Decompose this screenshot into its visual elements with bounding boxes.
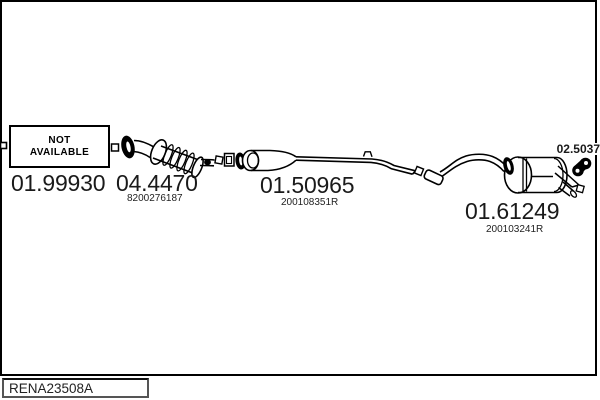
- front-flange-drawing: [110, 135, 135, 159]
- part-number-middle-muffler: 01.50965: [260, 172, 355, 198]
- frame-node-square: [0, 141, 8, 150]
- rear-muffler-drawing: [503, 156, 568, 194]
- coupling-sleeve: [423, 169, 444, 186]
- oem-ref-rear-muffler: 200103241R: [486, 224, 544, 235]
- tailpipe-drawing: [554, 165, 585, 198]
- rear-inlet-seal-ring: [503, 157, 514, 175]
- oem-ref-middle-muffler: 200108351R: [281, 197, 339, 208]
- middle-muffler-drawing: [223, 149, 297, 172]
- clamp-bolt-square: [413, 165, 425, 177]
- diagram-code: RENA23508A: [9, 380, 94, 396]
- part-number-hanger-kit: 02.5037: [553, 143, 600, 155]
- part-number-catalytic-converter: 04.4470: [116, 170, 198, 196]
- joint-bolt-square: [214, 155, 224, 165]
- hanger-bolt-square: [575, 183, 585, 194]
- flange-bolt-square: [110, 143, 120, 152]
- pipe-hanger-bracket: [362, 151, 373, 158]
- not-available-box: NOT AVAILABLE: [9, 125, 110, 168]
- not-available-line2: AVAILABLE: [29, 146, 90, 158]
- oem-ref-catalytic-converter: 8200276187: [127, 193, 183, 204]
- part-number-front-pipe: 01.99930: [11, 170, 106, 196]
- part-number-rear-muffler: 01.61249: [465, 198, 560, 224]
- not-available-line1: NOT: [48, 134, 71, 146]
- inlet-seal-ring: [235, 152, 246, 170]
- diagram-code-box: RENA23508A: [2, 378, 149, 398]
- rubber-hanger-icon: [572, 157, 592, 177]
- sensor-boss-dot: [204, 159, 211, 166]
